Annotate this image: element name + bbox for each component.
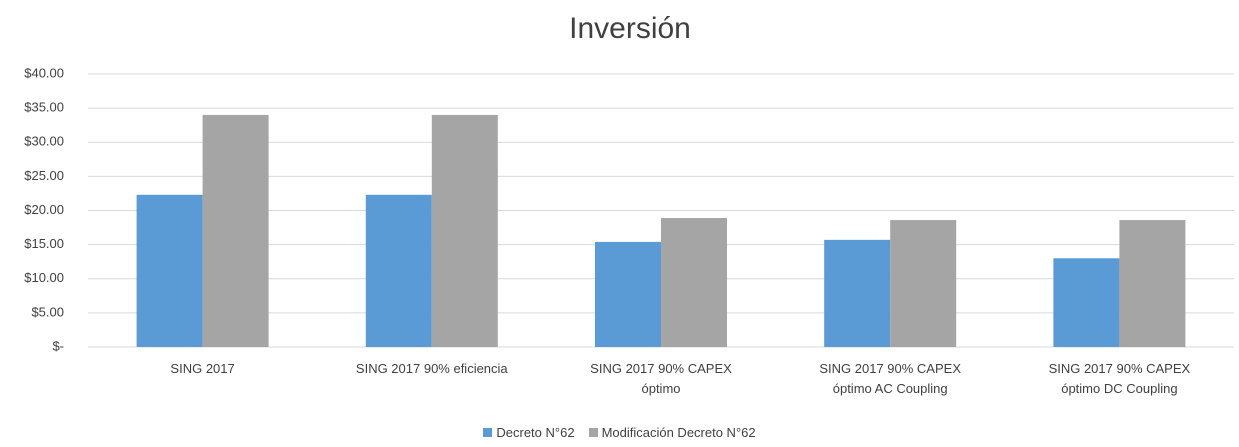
- bar: [431, 114, 498, 347]
- bar: [595, 241, 661, 347]
- bar: [824, 239, 891, 347]
- y-tick-label: $25.00: [24, 168, 64, 183]
- y-tick-label: $20.00: [24, 202, 64, 217]
- legend-swatch: [588, 428, 598, 437]
- y-tick-label: $5.00: [31, 304, 64, 319]
- bar: [1053, 258, 1120, 347]
- bar: [365, 194, 432, 347]
- bar: [1119, 220, 1186, 347]
- bar: [890, 220, 957, 347]
- bar: [661, 218, 727, 347]
- x-tick-label: SING 2017: [170, 361, 235, 376]
- x-tick-label: SING 2017 90% CAPEX óptimo DC Coupling: [1048, 361, 1191, 396]
- y-tick-label: $15.00: [24, 236, 64, 251]
- y-tick-label: $30.00: [24, 134, 64, 149]
- x-tick-label: SING 2017 90% CAPEX óptimo AC Coupling: [819, 361, 961, 396]
- legend-item: Modificación Decreto N°62: [588, 425, 756, 440]
- legend-swatch: [483, 428, 493, 437]
- chart-title: Inversión: [569, 12, 691, 45]
- y-tick-label: $-: [52, 338, 64, 353]
- legend: Decreto N°62 Modificación Decreto N°62: [0, 425, 1239, 440]
- legend-label: Decreto N°62: [496, 425, 575, 440]
- y-tick-label: $40.00: [24, 65, 64, 80]
- bar: [136, 194, 203, 347]
- legend-item: Decreto N°62: [483, 425, 575, 440]
- x-tick-label: SING 2017 90% eficiencia: [355, 361, 508, 376]
- bar: [202, 114, 269, 347]
- legend-label: Modificación Decreto N°62: [601, 425, 756, 440]
- x-tick-label: SING 2017 90% CAPEX óptimo: [590, 361, 732, 396]
- y-tick-label: $35.00: [24, 100, 64, 115]
- y-tick-label: $10.00: [24, 270, 64, 285]
